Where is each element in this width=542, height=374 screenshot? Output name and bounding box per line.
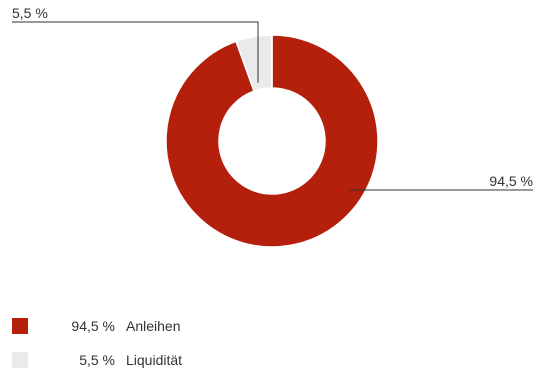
slice-anleihen (165, 34, 379, 248)
data-label-liquiditaet: 5,5 % (12, 5, 48, 21)
data-label-anleihen: 94,5 % (489, 173, 533, 189)
legend-swatch-anleihen (12, 318, 28, 334)
legend-swatch-liquiditaet (12, 352, 28, 368)
donut-chart: 94,5 % 5,5 % (12, 5, 533, 248)
slice-liquiditaet (235, 34, 273, 93)
legend-label-liquiditaet: Liquidität (126, 352, 183, 368)
legend-item-anleihen: 94,5 % Anleihen (12, 316, 312, 336)
legend-value-liquiditaet: 5,5 % (79, 352, 115, 368)
leader-line-liquiditaet (12, 21, 259, 83)
legend-item-liquiditaet: 5,5 % Liquidität (12, 350, 312, 370)
legend-value-anleihen: 94,5 % (71, 318, 115, 334)
legend-label-anleihen: Anleihen (126, 318, 181, 334)
